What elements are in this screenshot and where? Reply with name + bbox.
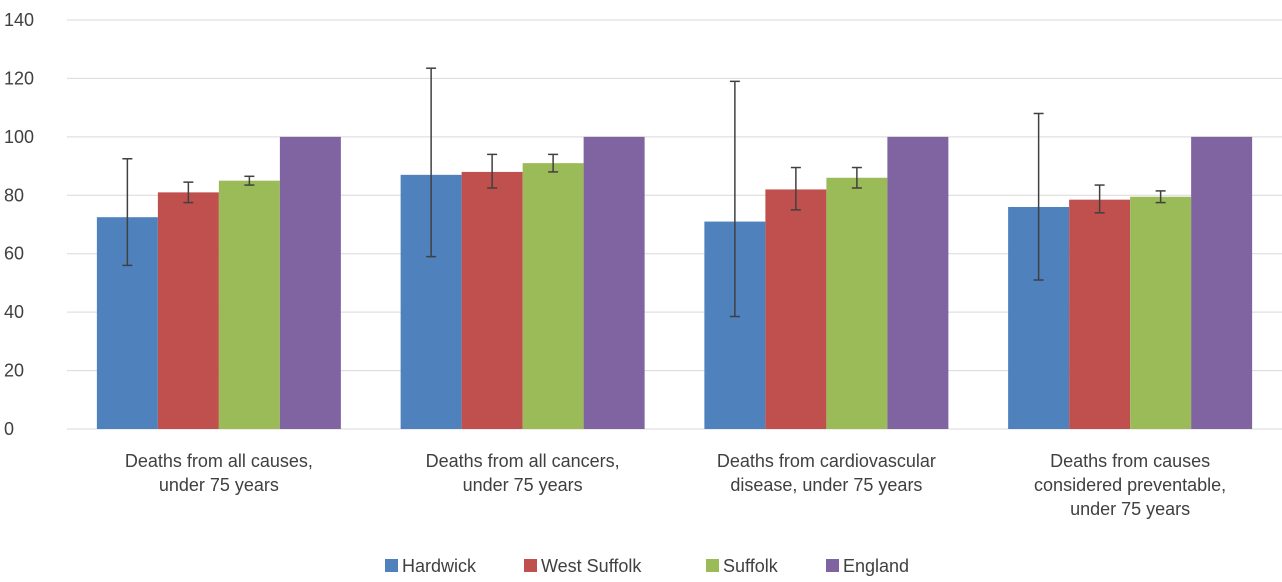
legend-item-west-suffolk: West Suffolk bbox=[524, 556, 642, 576]
legend-label: West Suffolk bbox=[541, 556, 642, 576]
legend-label: Suffolk bbox=[723, 556, 779, 576]
legend-swatch bbox=[385, 559, 398, 572]
x-category-label: Deaths from cardiovascular disease, under… bbox=[717, 451, 936, 495]
y-tick-label: 20 bbox=[4, 361, 24, 381]
y-tick-label: 120 bbox=[4, 68, 34, 88]
error-bar bbox=[183, 181, 194, 204]
y-tick-label: 80 bbox=[4, 185, 24, 205]
bar-suffolk bbox=[1130, 196, 1192, 429]
legend-item-hardwick: Hardwick bbox=[385, 556, 477, 576]
legend-swatch bbox=[706, 559, 719, 572]
bar-west-suffolk bbox=[157, 192, 219, 429]
bar-suffolk bbox=[218, 180, 280, 429]
y-tick-label: 0 bbox=[4, 419, 14, 439]
bar-west-suffolk bbox=[461, 171, 523, 429]
error-bar bbox=[426, 67, 437, 258]
error-bar bbox=[244, 175, 255, 186]
x-category-label: Deaths from all cancers, under 75 years bbox=[426, 451, 620, 495]
bar-suffolk bbox=[826, 177, 888, 429]
error-bar bbox=[122, 158, 133, 267]
error-bar bbox=[548, 153, 559, 173]
error-bar bbox=[851, 166, 862, 189]
error-bar bbox=[487, 153, 498, 189]
bars bbox=[96, 136, 1253, 429]
x-category-label: Deaths from all causes, under 75 years bbox=[125, 451, 313, 495]
x-category-label: Deaths from causes considered preventable… bbox=[1034, 451, 1226, 519]
bar-england bbox=[279, 136, 341, 429]
error-bar bbox=[1033, 112, 1044, 281]
legend-item-england: England bbox=[826, 556, 909, 576]
error-bars bbox=[122, 67, 1166, 318]
bar-west-suffolk bbox=[765, 189, 827, 429]
legend-item-suffolk: Suffolk bbox=[706, 556, 779, 576]
bar-england bbox=[583, 136, 645, 429]
error-bar bbox=[790, 166, 801, 211]
error-bar bbox=[1094, 184, 1105, 214]
bar-west-suffolk bbox=[1069, 199, 1131, 429]
x-axis: Deaths from all causes, under 75 years Dea… bbox=[125, 451, 1226, 519]
y-tick-label: 100 bbox=[4, 127, 34, 147]
y-tick-label: 40 bbox=[4, 302, 24, 322]
legend-swatch bbox=[524, 559, 537, 572]
legend-label: England bbox=[843, 556, 909, 576]
bar-suffolk bbox=[522, 163, 584, 429]
bar-england bbox=[1191, 136, 1253, 429]
legend-swatch bbox=[826, 559, 839, 572]
y-tick-label: 60 bbox=[4, 244, 24, 264]
y-tick-label: 140 bbox=[4, 10, 34, 30]
legend: Hardwick West Suffolk Suffolk England bbox=[385, 556, 909, 576]
error-bar bbox=[1155, 190, 1166, 204]
bar-england bbox=[887, 136, 949, 429]
y-axis: 0 20 40 60 80 100 120 140 bbox=[4, 10, 34, 439]
error-bar bbox=[729, 80, 740, 318]
legend-label: Hardwick bbox=[402, 556, 477, 576]
